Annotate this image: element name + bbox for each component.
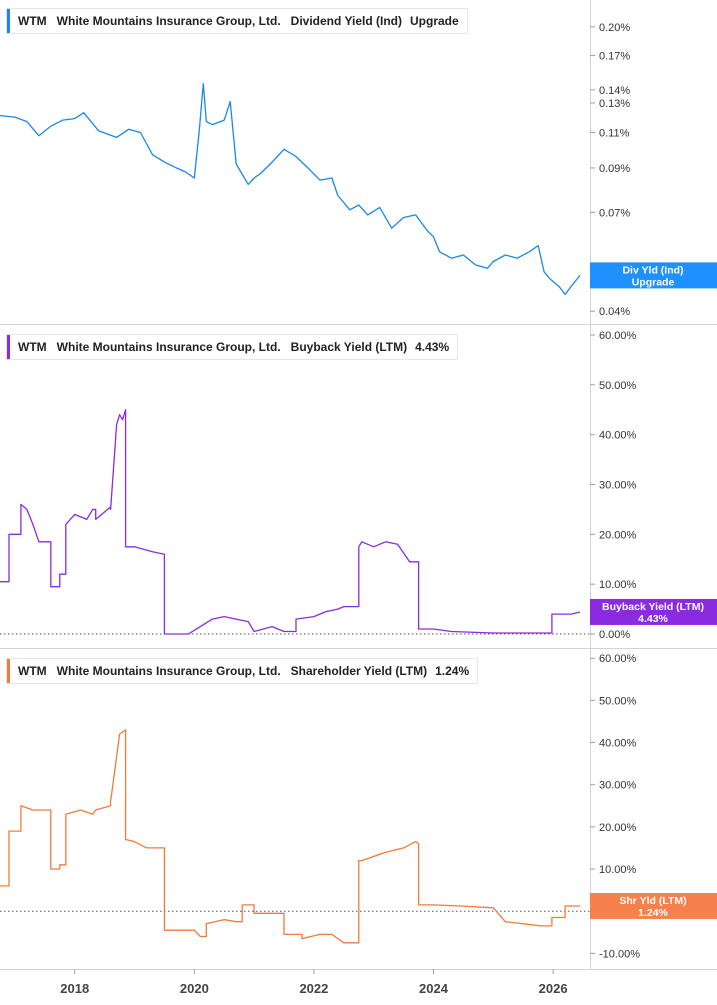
- legend-company-name: White Mountains Insurance Group, Ltd.: [56, 340, 281, 354]
- last-value-tag-title: Buyback Yield (LTM): [602, 601, 704, 613]
- series-line: [0, 409, 581, 635]
- y-tick-label: 20.00%: [599, 529, 637, 541]
- legend-metric: Shareholder Yield (LTM): [290, 664, 428, 678]
- legend-value: 1.24%: [435, 664, 470, 678]
- last-value-tag: Shr Yld (LTM)1.24%: [590, 892, 717, 919]
- legend-dividend-yield[interactable]: WTM White Mountains Insurance Group, Ltd…: [6, 8, 468, 34]
- last-value-tag-title: Shr Yld (LTM): [619, 895, 686, 907]
- y-tick-label: 0.00%: [599, 629, 630, 641]
- legend-value[interactable]: Upgrade: [410, 14, 459, 28]
- legend-ticker: WTM: [18, 664, 47, 678]
- x-tick-label: 2020: [180, 981, 209, 996]
- y-tick-label: 60.00%: [599, 330, 637, 342]
- y-tick-label: 0.20%: [599, 22, 630, 34]
- legend-color-swatch: [7, 335, 10, 359]
- y-tick-label: 20.00%: [599, 822, 637, 834]
- y-tick-label: 40.00%: [599, 738, 637, 750]
- y-tick-label: 10.00%: [599, 579, 637, 591]
- legend-ticker: WTM: [18, 14, 47, 28]
- y-tick-label: 0.17%: [599, 51, 630, 63]
- legend-shareholder-yield[interactable]: WTM White Mountains Insurance Group, Ltd…: [6, 658, 479, 684]
- legend-ticker: WTM: [18, 340, 47, 354]
- x-tick-label: 2026: [539, 981, 568, 996]
- x-tick-label: 2018: [60, 981, 89, 996]
- legend-metric: Dividend Yield (Ind): [290, 14, 402, 28]
- y-tick-label: 0.09%: [599, 163, 630, 175]
- y-tick-label: 40.00%: [599, 430, 637, 442]
- y-tick-label: 0.07%: [599, 207, 630, 219]
- last-value-tag-value: Upgrade: [632, 276, 675, 288]
- chart-panel-2: 0.00% 10.00% 20.00% 30.00% 40.00% 50.00% 60.00…: [0, 330, 717, 641]
- y-tick-label: 0.14%: [599, 85, 630, 97]
- y-tick-label: -10.00%: [599, 948, 640, 960]
- y-tick-label: 0.11%: [599, 127, 630, 139]
- last-value-tag: Div Yld (Ind)Upgrade: [590, 262, 717, 289]
- last-value-tag-title: Div Yld (Ind): [622, 264, 683, 276]
- y-tick-label: 0.13%: [599, 98, 630, 110]
- x-tick-label: 2022: [299, 981, 328, 996]
- legend-color-swatch: [7, 659, 10, 683]
- series-line: [0, 729, 580, 944]
- legend-company-name: White Mountains Insurance Group, Ltd.: [56, 664, 281, 678]
- chart-panel-1: 0.04% 0.07% 0.09% 0.11% 0.13%0.14% 0.17% 0.20%…: [0, 22, 717, 318]
- legend-metric: Buyback Yield (LTM): [290, 340, 408, 354]
- last-value-tag: Buyback Yield (LTM)4.43%: [590, 598, 717, 625]
- y-tick-label: 50.00%: [599, 695, 637, 707]
- last-value-tag-bg: [590, 262, 717, 289]
- legend-company-name: White Mountains Insurance Group, Ltd.: [56, 14, 281, 28]
- last-value-tag-value: 4.43%: [638, 613, 668, 625]
- legend-buyback-yield[interactable]: WTM White Mountains Insurance Group, Ltd…: [6, 334, 459, 360]
- y-tick-label: 30.00%: [599, 480, 637, 492]
- last-value-tag-bg: [590, 598, 717, 625]
- y-tick-label: 10.00%: [599, 864, 637, 876]
- legend-color-swatch: [7, 9, 10, 33]
- last-value-tag-value: 1.24%: [638, 907, 668, 919]
- y-tick-label: 50.00%: [599, 380, 637, 392]
- legend-value: 4.43%: [415, 340, 450, 354]
- last-value-tag-bg: [590, 892, 717, 919]
- chart-panel-3: -10.00%0.00%10.00%20.00%30.00%40.00%50.0…: [0, 653, 717, 960]
- series-line: [0, 82, 581, 296]
- y-tick-label: 0.04%: [599, 306, 630, 318]
- y-tick-label: 30.00%: [599, 780, 637, 792]
- y-tick-label: 60.00%: [599, 653, 637, 665]
- x-tick-label: 2024: [419, 981, 449, 996]
